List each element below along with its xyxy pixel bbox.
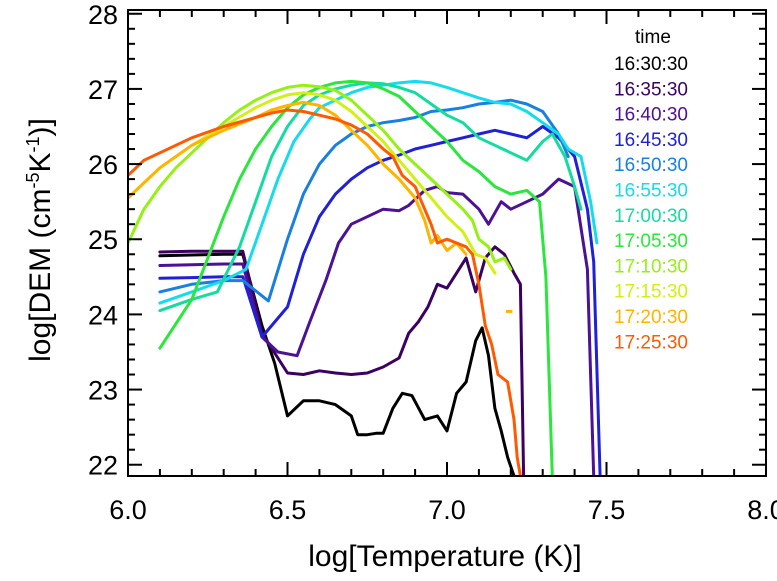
series-lines [128, 79, 602, 476]
y-axis-title: log[DEM (cm-5K-1)] [23, 118, 57, 362]
axis-ticks [127, 10, 767, 476]
legend-item-17-25-30: 17:25:30 [614, 332, 688, 353]
y-tick-labels: 22 23 24 25 26 27 28 [88, 0, 118, 481]
legend-item-17-15-30: 17:15:30 [614, 282, 688, 303]
x-tick-label: 7.0 [428, 495, 466, 525]
series-line-16-40-30 [158, 177, 596, 476]
legend-item-16-35-30: 16:35:30 [614, 79, 688, 100]
y-axis-title-sup2: -1 [23, 136, 43, 152]
legend-item-16-40-30: 16:40:30 [614, 105, 688, 126]
y-tick-label: 24 [88, 300, 118, 330]
series-line-17-10-30 [128, 83, 513, 271]
series-line-16-45-30 [158, 125, 602, 476]
x-axis-title: log[Temperature (K)] [308, 540, 581, 573]
y-tick-label: 27 [88, 75, 118, 105]
x-tick-label: 7.5 [588, 495, 626, 525]
y-axis-title-main: log[DEM (cm [24, 189, 57, 362]
legend-item-17-00-30: 17:00:30 [614, 206, 688, 227]
legend-item-16-30-30: 16:30:30 [614, 54, 688, 75]
legend-item-16-55-30: 16:55:30 [614, 181, 688, 202]
y-axis-title-end: )] [24, 118, 57, 136]
y-axis-title-sup1: -5 [23, 172, 43, 188]
series-line-17-15-30 [128, 91, 497, 275]
series-line-17-00-30 [158, 81, 583, 313]
legend-item-17-05-30: 17:05:30 [614, 231, 688, 252]
x-tick-label: 6.5 [269, 495, 307, 525]
legend-item-16-50-30: 16:50:30 [614, 155, 688, 176]
legend-item-17-10-30: 17:10:30 [614, 256, 688, 277]
y-tick-label: 28 [88, 0, 118, 30]
legend-item-16-45-30: 16:45:30 [614, 130, 688, 151]
series-line-17-25-30 [128, 108, 522, 476]
y-tick-label: 25 [88, 225, 118, 255]
series-line-16-55-30 [158, 79, 599, 305]
y-axis-title-mid: K [24, 152, 57, 172]
x-tick-labels: 6.0 6.5 7.0 7.5 8.0 [109, 495, 777, 525]
y-tick-label: 26 [88, 150, 118, 180]
series-line-16-30-30 [158, 252, 516, 476]
legend-item-17-20-30: 17:20:30 [614, 307, 688, 328]
x-tick-label: 8.0 [747, 495, 777, 525]
legend-title: time [635, 27, 671, 48]
x-tick-label: 6.0 [109, 495, 147, 525]
y-tick-label: 22 [88, 451, 118, 481]
y-tick-label: 23 [88, 376, 118, 406]
series-line-17-05-30 [158, 79, 554, 476]
series-line-16-50-30 [158, 98, 570, 303]
legend: time 16:30:30 16:35:30 16:40:30 16:45:30 16:… [614, 27, 688, 353]
